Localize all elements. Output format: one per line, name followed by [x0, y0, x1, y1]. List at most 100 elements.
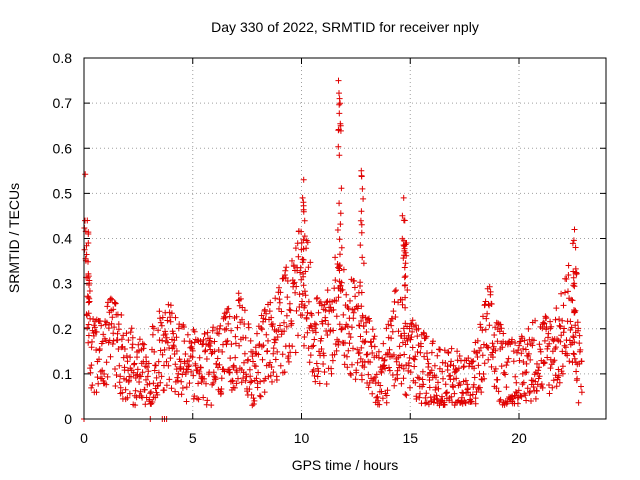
- data-point: [441, 347, 448, 354]
- data-point: [530, 337, 537, 344]
- data-point: [83, 251, 90, 258]
- data-point: [317, 298, 324, 305]
- data-point: [257, 393, 264, 400]
- data-point: [422, 394, 429, 401]
- data-point: [444, 389, 450, 396]
- data-point: [232, 333, 239, 340]
- data-point: [228, 341, 235, 348]
- data-point: [158, 322, 165, 329]
- data-point: [88, 362, 95, 369]
- data-point: [163, 334, 170, 341]
- data-point: [196, 354, 203, 361]
- data-point: [126, 390, 133, 397]
- data-point: [271, 339, 278, 346]
- data-point: [361, 339, 368, 346]
- data-point: [104, 373, 111, 380]
- data-point: [360, 195, 367, 202]
- data-point: [255, 351, 262, 358]
- data-point: [141, 386, 148, 393]
- data-point: [402, 304, 409, 311]
- data-point: [179, 385, 186, 391]
- data-point: [207, 340, 214, 346]
- data-point: [235, 375, 241, 382]
- data-point: [376, 401, 383, 408]
- data-point: [521, 390, 528, 397]
- data-point: [400, 365, 407, 372]
- data-point: [499, 344, 506, 351]
- data-point: [540, 359, 547, 366]
- data-point: [299, 194, 306, 201]
- data-point: [111, 299, 118, 306]
- data-point: [389, 315, 396, 322]
- data-point: [351, 278, 358, 284]
- data-point: [337, 100, 344, 107]
- y-tick-label: 0.2: [53, 321, 73, 337]
- data-point: [149, 399, 156, 405]
- data-point: [210, 380, 217, 386]
- data-point: [293, 283, 300, 290]
- data-point: [124, 394, 131, 401]
- data-point: [284, 294, 291, 301]
- data-point: [183, 384, 190, 391]
- data-point: [352, 293, 359, 300]
- data-point: [322, 307, 329, 314]
- data-point: [328, 365, 335, 372]
- data-point: [299, 312, 306, 319]
- data-point: [319, 320, 326, 327]
- data-point: [252, 363, 259, 370]
- data-point: [262, 375, 269, 382]
- data-point: [518, 350, 525, 357]
- data-point: [112, 366, 118, 372]
- data-point: [123, 330, 130, 337]
- data-point: [217, 322, 224, 329]
- data-point: [426, 377, 433, 383]
- data-point: [304, 329, 311, 336]
- data-point: [509, 336, 515, 343]
- data-point: [318, 335, 325, 342]
- data-point: [228, 327, 235, 334]
- data-point: [174, 374, 181, 381]
- data-point: [325, 321, 332, 328]
- data-point: [566, 358, 573, 365]
- data-point: [158, 373, 165, 380]
- data-point: [186, 380, 193, 387]
- data-point: [341, 361, 348, 368]
- data-point: [231, 384, 238, 391]
- y-tick-label: 0.3: [53, 276, 73, 292]
- data-point: [107, 295, 114, 302]
- data-point: [556, 322, 563, 329]
- data-point: [442, 360, 449, 366]
- data-point: [518, 393, 525, 400]
- data-point: [432, 386, 439, 393]
- data-point: [358, 221, 365, 228]
- data-point: [412, 353, 419, 360]
- data-point: [488, 363, 495, 370]
- data-point: [498, 363, 505, 370]
- data-point: [503, 384, 510, 391]
- data-point: [416, 394, 423, 401]
- data-point: [488, 301, 495, 307]
- data-point: [472, 400, 479, 407]
- data-point: [408, 320, 415, 327]
- data-point: [215, 347, 222, 353]
- data-point: [541, 359, 548, 366]
- data-point: [292, 245, 299, 252]
- data-point: [303, 315, 310, 322]
- data-point: [136, 336, 143, 343]
- data-point: [206, 343, 213, 349]
- data-point: [259, 326, 265, 333]
- data-point: [259, 356, 266, 363]
- data-point: [346, 330, 353, 337]
- data-point: [435, 379, 441, 386]
- data-point: [283, 264, 290, 271]
- data-point: [247, 379, 254, 386]
- data-point: [164, 317, 171, 324]
- data-point: [520, 379, 527, 386]
- data-point: [450, 362, 457, 369]
- data-point: [381, 356, 388, 363]
- data-point: [114, 337, 121, 343]
- data-point: [311, 336, 318, 343]
- data-point: [300, 236, 307, 243]
- data-point: [155, 369, 162, 376]
- data-point: [408, 334, 415, 341]
